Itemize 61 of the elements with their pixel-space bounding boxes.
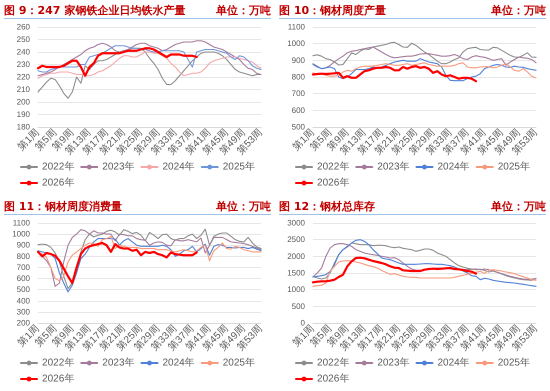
legend-label: 2023年 xyxy=(377,160,410,172)
chart-title: 图 9：247 家钢铁企业日均铁水产量 xyxy=(4,3,186,18)
chart-subtitle: 单位：万吨 xyxy=(491,198,546,214)
y-tick-label: 400 xyxy=(16,296,31,305)
legend-label: 2024年 xyxy=(162,356,195,368)
legend-label: 2025年 xyxy=(498,356,530,368)
legend-label: 2025年 xyxy=(498,160,530,172)
legend-label: 2022年 xyxy=(317,356,350,368)
y-tick-label: 500 xyxy=(292,301,306,310)
y-tick-label: 1000 xyxy=(12,229,31,238)
legend-label: 2022年 xyxy=(317,160,350,172)
y-tick-label: 500 xyxy=(16,284,31,294)
y-tick-label: 2500 xyxy=(287,234,306,244)
y-tick-label: 200 xyxy=(16,318,31,327)
y-tick-label: 1100 xyxy=(288,22,306,32)
y-tick-label: 1000 xyxy=(287,284,306,294)
legend-label: 2023年 xyxy=(102,356,135,368)
y-tick-label: 2000 xyxy=(287,251,306,260)
legend-label: 2025年 xyxy=(222,356,255,368)
y-tick-label: 250 xyxy=(16,35,31,44)
y-tick-label: 800 xyxy=(16,251,31,260)
y-tick-label: 180 xyxy=(16,122,31,132)
y-tick-label: 1500 xyxy=(287,268,306,277)
legend-label: 2023年 xyxy=(102,160,135,172)
y-tick-label: 0 xyxy=(300,318,306,327)
y-tick-label: 230 xyxy=(16,60,31,69)
legend-label: 2024年 xyxy=(438,160,470,172)
legend-label: 2023年 xyxy=(377,356,410,368)
y-tick-label: 500 xyxy=(292,122,306,132)
legend-label: 2025年 xyxy=(222,160,255,172)
legend-label: 2024年 xyxy=(438,356,470,368)
y-tick-label: 600 xyxy=(292,106,306,115)
legend-label: 2024年 xyxy=(162,160,195,172)
legend-label: 2022年 xyxy=(42,160,74,172)
legend-label: 2022年 xyxy=(42,356,74,368)
y-tick-label: 3000 xyxy=(287,218,306,227)
y-tick-label: 240 xyxy=(16,48,31,56)
chart-subtitle: 单位：万吨 xyxy=(216,198,271,214)
y-tick-label: 210 xyxy=(16,85,31,94)
legend-label: 2026年 xyxy=(317,176,350,188)
y-tick-label: 190 xyxy=(16,110,31,119)
chart-subtitle: 单位：万吨 xyxy=(216,3,271,18)
y-tick-label: 900 xyxy=(16,240,31,250)
chart-title: 图 12：钢材总库存 xyxy=(279,198,376,214)
y-tick-label: 200 xyxy=(16,98,31,106)
chart-subtitle: 单位：万吨 xyxy=(491,3,546,18)
y-tick-label: 800 xyxy=(292,72,306,82)
y-tick-label: 1000 xyxy=(287,39,306,48)
legend-label: 2026年 xyxy=(42,176,74,188)
y-tick-label: 600 xyxy=(16,274,31,283)
legend-label: 2026年 xyxy=(317,372,350,384)
y-tick-label: 900 xyxy=(292,56,306,65)
y-tick-label: 700 xyxy=(16,262,31,272)
y-tick-label: 1100 xyxy=(12,218,31,227)
y-tick-label: 700 xyxy=(292,89,306,98)
y-tick-label: 300 xyxy=(16,306,31,316)
y-tick-label: 220 xyxy=(16,72,31,82)
y-tick-label: 260 xyxy=(16,22,31,32)
chart-title: 图 11：钢材周度消费量 xyxy=(4,198,122,214)
chart-title: 图 10：钢材周度产量 xyxy=(279,3,386,18)
legend-label: 2026年 xyxy=(42,372,74,384)
